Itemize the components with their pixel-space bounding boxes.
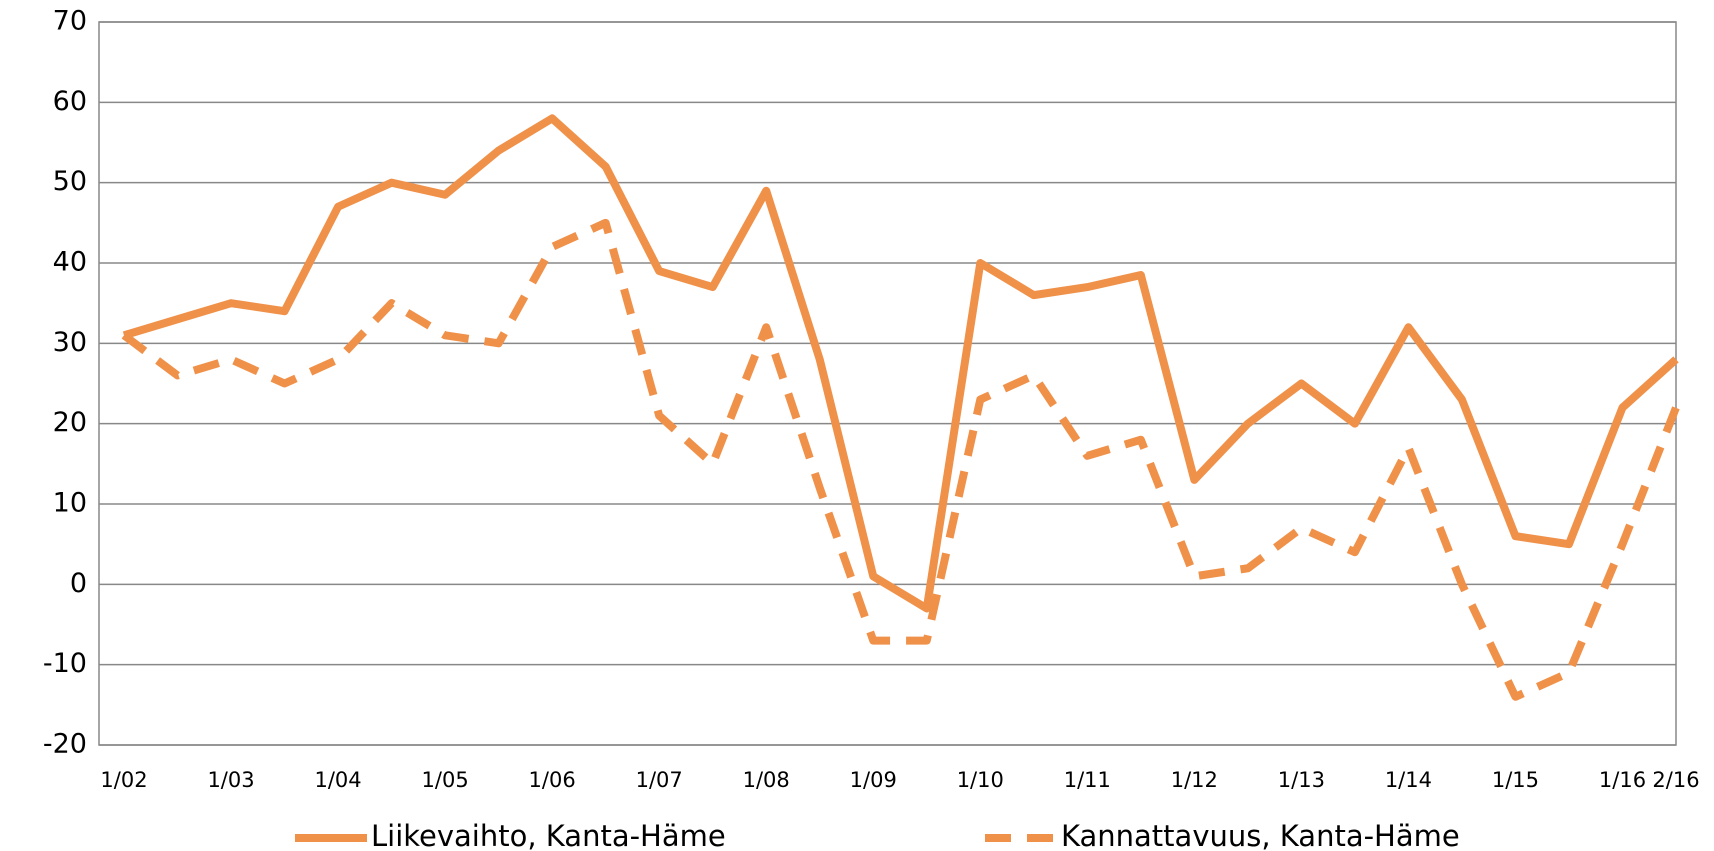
y-tick-label: 30 — [53, 327, 87, 358]
x-tick-label: 1/03 — [207, 768, 254, 792]
y-tick-label: 10 — [53, 488, 87, 519]
x-tick-label: 1/05 — [422, 768, 469, 792]
x-tick-label: 1/04 — [314, 768, 361, 792]
x-tick-label: 2/16 — [1652, 768, 1699, 792]
y-tick-label: 20 — [53, 407, 87, 438]
y-tick-label: 0 — [70, 568, 87, 599]
y-tick-label: -20 — [43, 729, 87, 760]
series-line — [122, 114, 1679, 613]
x-tick-label: 1/06 — [529, 768, 576, 792]
series-line — [121, 218, 1680, 701]
plot-area — [98, 21, 1677, 746]
y-tick-label: 70 — [53, 6, 87, 37]
legend-label: Kannattavuus, Kanta-Häme — [1061, 819, 1460, 851]
x-tick-label: 1/10 — [957, 768, 1004, 792]
x-tick-label: 1/07 — [636, 768, 683, 792]
x-tick-label: 1/14 — [1385, 768, 1432, 792]
y-tick-label: -10 — [43, 648, 87, 679]
x-tick-label: 1/12 — [1171, 768, 1218, 792]
x-tick-label: 1/09 — [850, 768, 897, 792]
x-tick-label: 1/08 — [743, 768, 790, 792]
legend-label: Liikevaihto, Kanta-Häme — [371, 819, 726, 851]
y-tick-label: 50 — [53, 166, 87, 197]
x-tick-label: 1/11 — [1064, 768, 1111, 792]
x-tick-label: 1/15 — [1492, 768, 1539, 792]
x-tick-label: 1/13 — [1278, 768, 1325, 792]
x-tick-label: 1/02 — [100, 768, 147, 792]
x-tick-label: 1/16 — [1599, 768, 1646, 792]
y-tick-label: 60 — [53, 86, 87, 117]
y-tick-label: 40 — [53, 247, 87, 278]
